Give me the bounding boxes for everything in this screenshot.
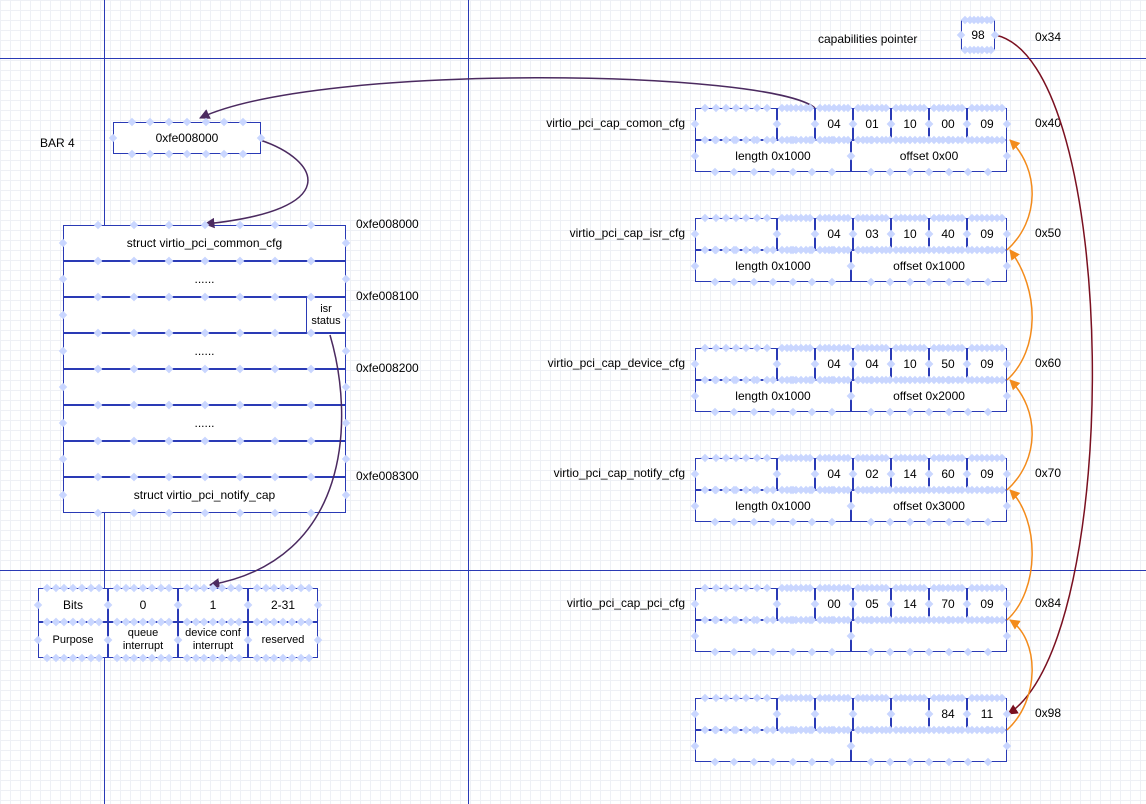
cap-addr: 0x40 bbox=[1035, 116, 1061, 130]
cap-addr: 0x84 bbox=[1035, 596, 1061, 610]
cap-addr: 0x60 bbox=[1035, 356, 1061, 370]
isr-cell: device conf interrupt bbox=[178, 622, 248, 658]
mem-addr: 0xfe008100 bbox=[356, 289, 419, 303]
isr-status-cell: isr status bbox=[306, 297, 346, 333]
isr-cell: Purpose bbox=[38, 622, 108, 658]
cap-ptr-addr: 0x34 bbox=[1035, 30, 1061, 44]
axis-h1 bbox=[0, 58, 1146, 59]
cap-label: virtio_pci_cap_isr_cfg bbox=[570, 226, 685, 240]
bar4-label: BAR 4 bbox=[40, 136, 75, 150]
cap-label: virtio_pci_cap_notify_cfg bbox=[554, 466, 685, 480]
mem-addr: 0xfe008200 bbox=[356, 361, 419, 375]
cap-addr: 0x50 bbox=[1035, 226, 1061, 240]
cap-addr: 0x70 bbox=[1035, 466, 1061, 480]
isr-cell: queue interrupt bbox=[108, 622, 178, 658]
cap-label: virtio_pci_cap_pci_cfg bbox=[567, 596, 685, 610]
cap-ptr-label: capabilities pointer bbox=[818, 32, 917, 46]
axis-v2 bbox=[468, 0, 469, 804]
mem-addr: 0xfe008000 bbox=[356, 217, 419, 231]
isr-cell: reserved bbox=[248, 622, 318, 658]
axis-h2 bbox=[0, 570, 1146, 571]
cap-addr: 0x98 bbox=[1035, 706, 1061, 720]
cap-label: virtio_pci_cap_comon_cfg bbox=[546, 116, 685, 130]
cap-label: virtio_pci_cap_device_cfg bbox=[548, 356, 685, 370]
mem-addr: 0xfe008300 bbox=[356, 469, 419, 483]
